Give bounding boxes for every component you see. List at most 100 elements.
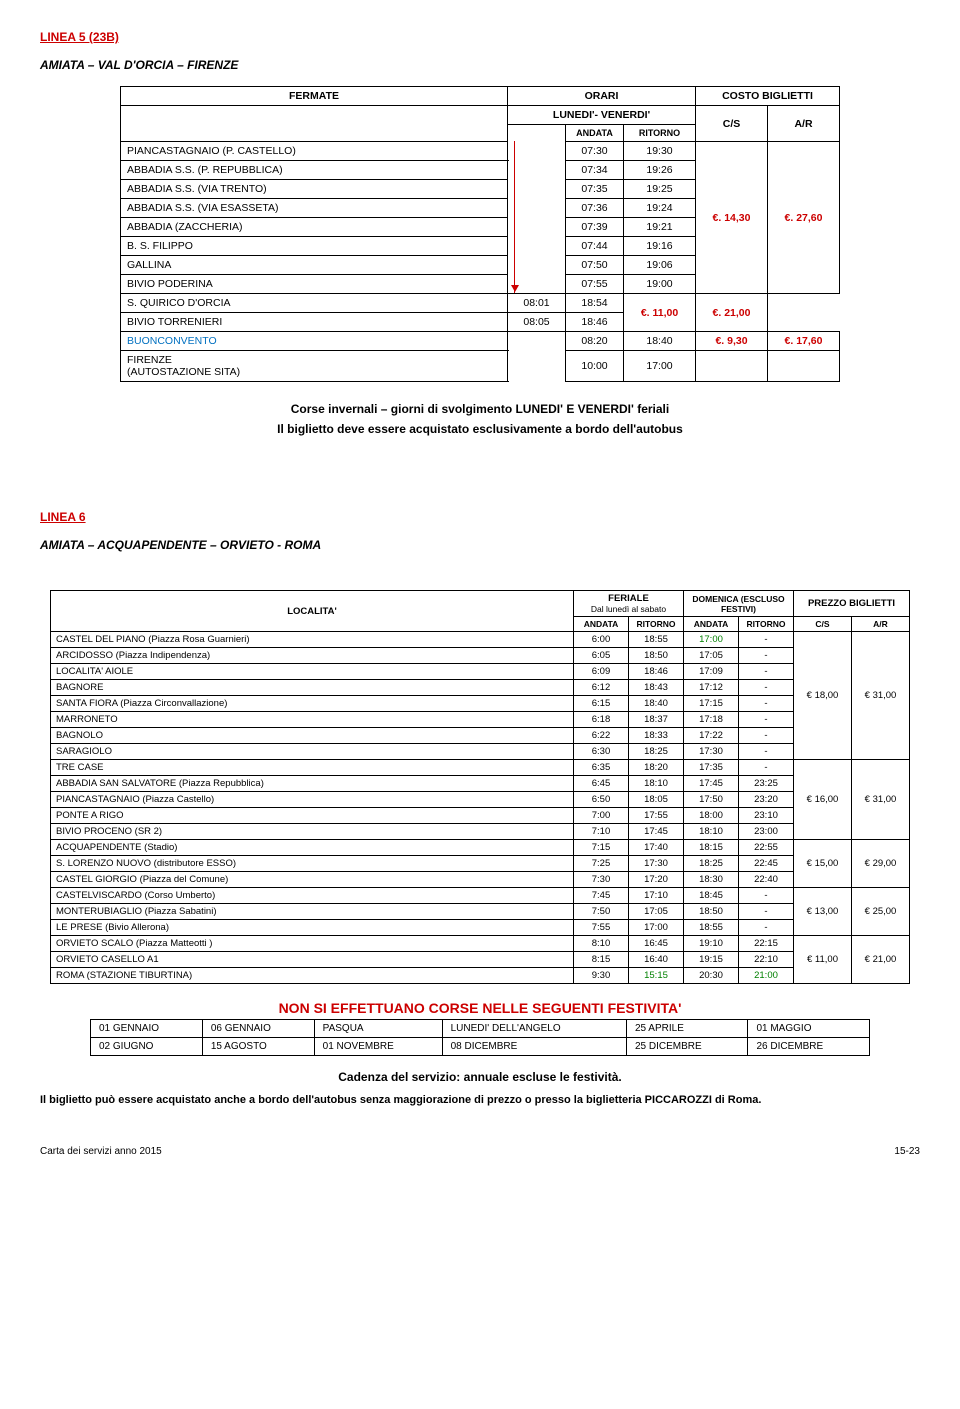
page-footer-right: 15-23	[894, 1146, 920, 1157]
holiday-cell: 26 DICEMBRE	[748, 1038, 870, 1056]
time-cell: 6:05	[574, 648, 629, 664]
time-cell: 7:10	[574, 824, 629, 840]
stop-cell: BIVIO TORRENIERI	[121, 313, 508, 332]
stop-cell: ABBADIA S.S. (P. REPUBBLICA)	[121, 161, 508, 180]
time-cell: 18:50	[629, 648, 684, 664]
time-cell: 19:24	[624, 199, 696, 218]
col-lunedi: LUNEDI'- VENERDI'	[508, 106, 696, 125]
time-cell: 18:33	[629, 728, 684, 744]
time-cell: 18:45	[684, 888, 739, 904]
time-cell: 07:50	[566, 256, 624, 275]
price-cell: €. 9,30	[696, 332, 768, 351]
holiday-cell: 01 NOVEMBRE	[314, 1038, 442, 1056]
time-cell: 6:30	[574, 744, 629, 760]
time-cell: 6:35	[574, 760, 629, 776]
linea5-route: AMIATA – VAL D'ORCIA – FIRENZE	[40, 58, 920, 72]
time-cell: 17:05	[629, 904, 684, 920]
time-cell: 17:55	[629, 808, 684, 824]
time-cell: 17:40	[629, 840, 684, 856]
time-cell: 18:05	[629, 792, 684, 808]
col-feriale-t: FERIALE	[579, 593, 678, 604]
time-cell: 17:00	[624, 351, 696, 382]
time-cell: 18:25	[684, 856, 739, 872]
price-cs: € 15,00	[794, 840, 852, 888]
time-cell: 18:10	[684, 824, 739, 840]
stop-cell: ABBADIA (ZACCHERIA)	[121, 218, 508, 237]
time-cell: -	[739, 728, 794, 744]
time-cell: 18:46	[629, 664, 684, 680]
time-cell: 17:09	[684, 664, 739, 680]
stop-cell: ABBADIA S.S. (VIA TRENTO)	[121, 180, 508, 199]
stop-cell: B. S. FILIPPO	[121, 237, 508, 256]
col-costo: COSTO BIGLIETTI	[696, 87, 840, 106]
time-cell: 17:15	[684, 696, 739, 712]
linea6-route: AMIATA – ACQUAPENDENTE – ORVIETO - ROMA	[40, 538, 920, 552]
time-cell: 7:00	[574, 808, 629, 824]
time-cell: 18:40	[624, 332, 696, 351]
time-cell: 23:20	[739, 792, 794, 808]
time-cell: -	[739, 888, 794, 904]
price-ar: € 25,00	[852, 888, 910, 936]
holiday-cell: PASQUA	[314, 1020, 442, 1038]
holiday-title: NON SI EFFETTUANO CORSE NELLE SEGUENTI F…	[40, 1000, 920, 1016]
time-cell: 17:45	[629, 824, 684, 840]
time-cell: 22:55	[739, 840, 794, 856]
stop-cell: CASTEL GIORGIO (Piazza del Comune)	[51, 872, 574, 888]
stop-cell: BAGNORE	[51, 680, 574, 696]
time-cell: 18:25	[629, 744, 684, 760]
stop-cell: PIANCASTAGNAIO (P. CASTELLO)	[121, 142, 508, 161]
stop-cell: BIVIO PROCENO (SR 2)	[51, 824, 574, 840]
time-cell: 22:40	[739, 872, 794, 888]
stop-cell: GALLINA	[121, 256, 508, 275]
stop-cell: TRE CASE	[51, 760, 574, 776]
col-prezzo: PREZZO BIGLIETTI	[794, 591, 910, 617]
time-cell: 7:50	[574, 904, 629, 920]
time-cell: 19:16	[624, 237, 696, 256]
time-cell: 17:22	[684, 728, 739, 744]
time-cell: -	[739, 696, 794, 712]
stop-cell: CASTEL DEL PIANO (Piazza Rosa Guarnieri)	[51, 632, 574, 648]
time-cell: 19:06	[624, 256, 696, 275]
holiday-cell: 08 DICEMBRE	[442, 1038, 626, 1056]
linea5-heading: LINEA 5 (23B)	[40, 30, 119, 44]
time-cell: -	[739, 920, 794, 936]
time-cell: 17:20	[629, 872, 684, 888]
time-cell: 19:00	[624, 275, 696, 294]
col-feriale: FERIALE Dal lunedì al sabato	[574, 591, 684, 617]
time-cell: 7:25	[574, 856, 629, 872]
holiday-cell: 01 GENNAIO	[91, 1020, 203, 1038]
time-cell: 07:39	[566, 218, 624, 237]
time-cell: 18:37	[629, 712, 684, 728]
holiday-cell: 02 GIUGNO	[91, 1038, 203, 1056]
time-cell: 19:30	[624, 142, 696, 161]
time-cell: 6:12	[574, 680, 629, 696]
time-cell: -	[739, 760, 794, 776]
time-cell: 18:10	[629, 776, 684, 792]
time-cell: 7:55	[574, 920, 629, 936]
time-cell: 18:55	[629, 632, 684, 648]
col-cs: C/S	[794, 617, 852, 632]
price-ar: € 29,00	[852, 840, 910, 888]
col-ritorno: RITORNO	[739, 617, 794, 632]
time-cell: 20:30	[684, 968, 739, 984]
price-cs: € 11,00	[794, 936, 852, 984]
col-orari: ORARI	[508, 87, 696, 106]
time-cell: 23:00	[739, 824, 794, 840]
price-cs: € 18,00	[794, 632, 852, 760]
time-cell: 17:00	[629, 920, 684, 936]
time-cell: 17:30	[629, 856, 684, 872]
linea6-table: LOCALITA' FERIALE Dal lunedì al sabato D…	[50, 590, 910, 984]
time-cell: 08:20	[566, 332, 624, 351]
stop-cell: LE PRESE (Bivio Allerona)	[51, 920, 574, 936]
time-cell: 17:05	[684, 648, 739, 664]
time-cell: 18:30	[684, 872, 739, 888]
col-andata: ANDATA	[684, 617, 739, 632]
holiday-table: 01 GENNAIO06 GENNAIOPASQUALUNEDI' DELL'A…	[90, 1019, 870, 1056]
stop-cell: PONTE A RIGO	[51, 808, 574, 824]
col-localita: LOCALITA'	[51, 591, 574, 632]
price-cs: € 16,00	[794, 760, 852, 840]
time-cell: 19:15	[684, 952, 739, 968]
stop-cell: S. LORENZO NUOVO (distributore ESSO)	[51, 856, 574, 872]
time-cell: 16:40	[629, 952, 684, 968]
col-ar: A/R	[768, 106, 840, 142]
